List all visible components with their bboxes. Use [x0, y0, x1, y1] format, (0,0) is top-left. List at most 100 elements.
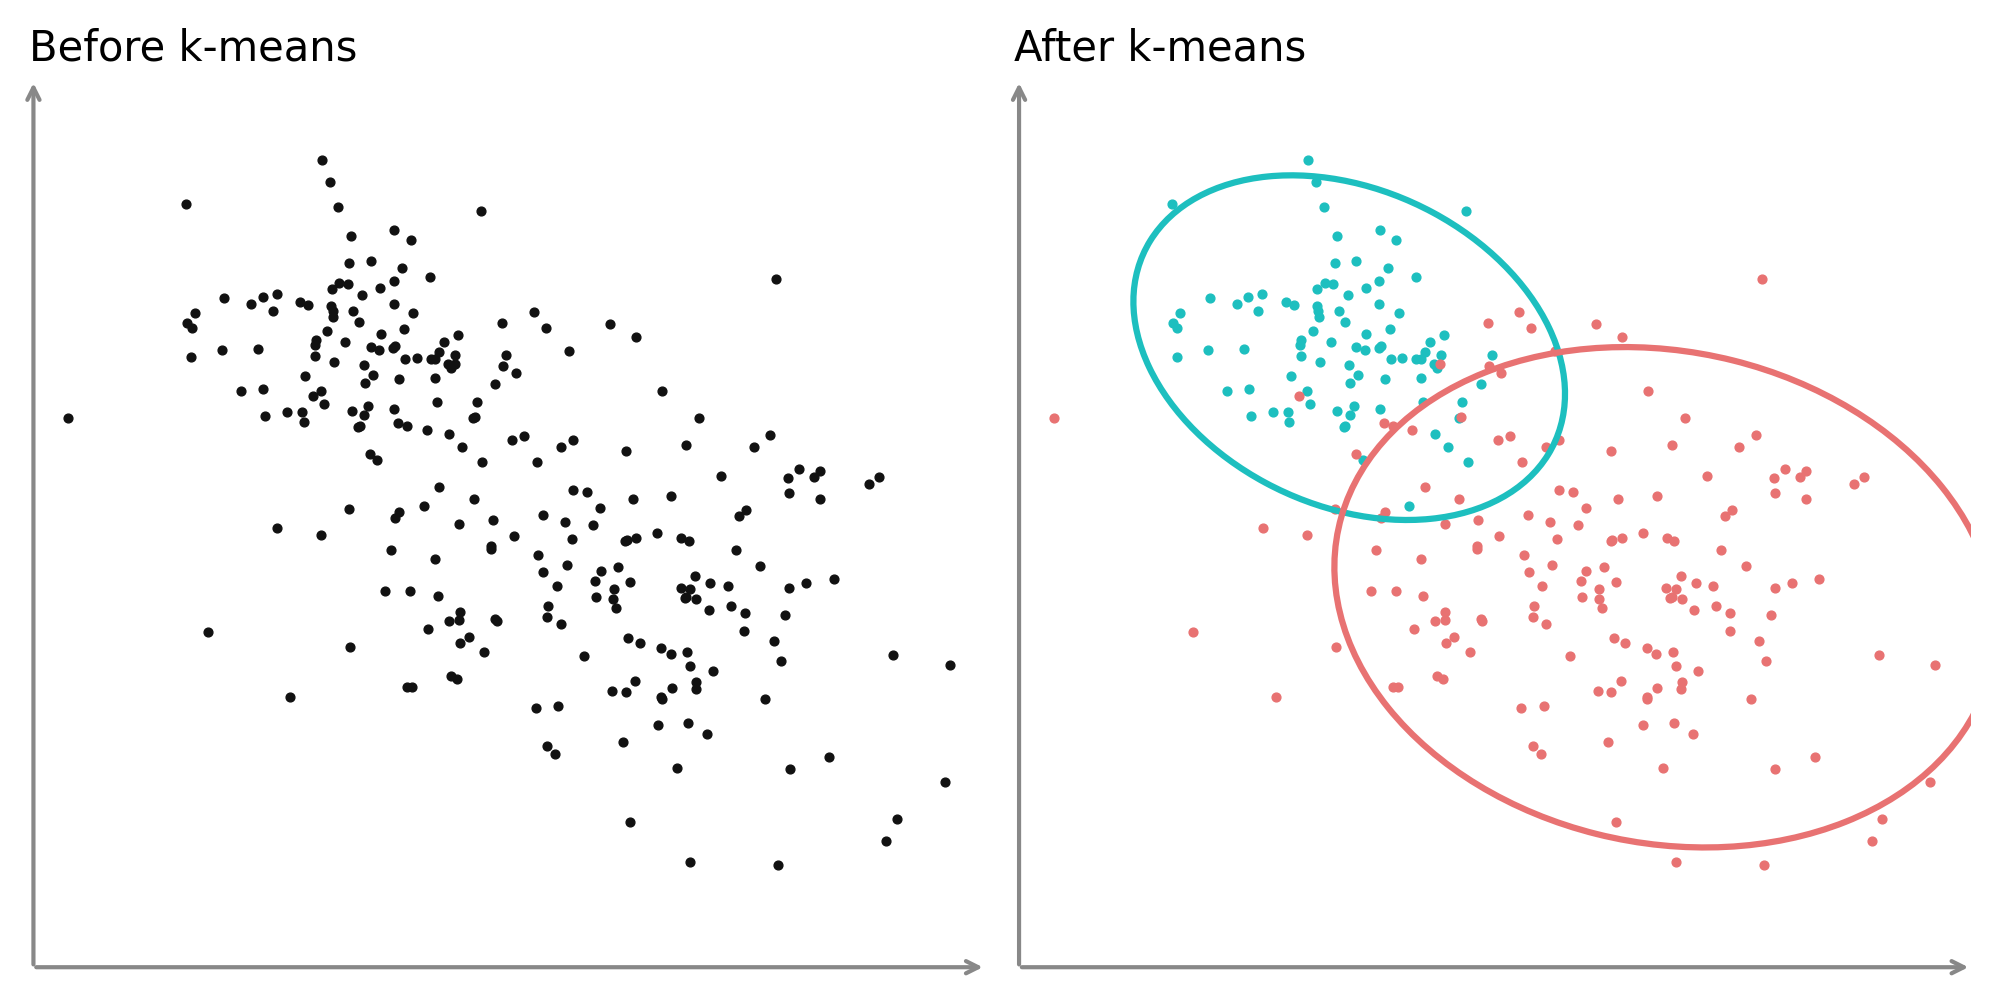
Point	[1676, 726, 1708, 742]
Point	[460, 409, 492, 425]
Point	[669, 589, 701, 605]
Point	[579, 589, 611, 605]
Point	[549, 514, 581, 530]
Point	[1506, 547, 1538, 563]
Point	[1383, 305, 1415, 321]
Point	[679, 674, 711, 690]
Point	[1337, 398, 1369, 414]
Point	[575, 517, 607, 533]
Point	[613, 814, 645, 830]
Point	[1696, 578, 1728, 594]
Point	[334, 639, 366, 655]
Point	[1650, 530, 1682, 546]
Point	[1271, 404, 1303, 420]
Point	[623, 635, 655, 651]
Point	[1654, 589, 1686, 605]
Point	[1483, 528, 1514, 544]
Point	[1526, 578, 1558, 594]
Point	[324, 275, 356, 291]
Point	[420, 551, 452, 567]
Point	[619, 530, 651, 546]
Point	[1678, 575, 1710, 591]
Point	[370, 583, 402, 599]
Point	[246, 289, 278, 305]
Point	[543, 616, 575, 632]
Point	[1405, 351, 1437, 367]
Point	[1542, 482, 1574, 498]
Point	[773, 485, 805, 501]
Point	[444, 604, 476, 620]
Point	[613, 574, 645, 590]
Point	[1475, 347, 1506, 363]
Point	[1582, 591, 1614, 607]
Point	[1285, 337, 1317, 353]
Point	[1429, 612, 1461, 628]
Point	[442, 671, 474, 687]
Point	[1608, 635, 1640, 651]
Point	[382, 415, 414, 431]
Point	[1556, 484, 1588, 500]
Point	[1233, 381, 1265, 397]
Point	[1211, 383, 1243, 399]
Point	[597, 581, 629, 597]
Text: After k-means: After k-means	[1013, 28, 1307, 70]
Point	[1365, 338, 1397, 354]
Point	[1568, 563, 1600, 579]
Point	[521, 547, 553, 563]
Point	[609, 533, 641, 549]
Point	[476, 538, 507, 554]
Point	[500, 365, 531, 381]
Point	[1473, 358, 1504, 374]
Point	[1866, 811, 1898, 827]
Point	[1363, 273, 1395, 289]
Point	[1646, 760, 1678, 776]
Point	[803, 491, 835, 507]
Point	[384, 371, 416, 387]
Point	[1385, 350, 1417, 366]
Point	[378, 401, 410, 417]
Point	[555, 531, 587, 547]
Point	[1161, 320, 1193, 336]
Point	[727, 623, 759, 639]
Point	[1445, 409, 1477, 425]
Point	[1838, 476, 1870, 492]
Point	[1439, 629, 1471, 645]
Point	[348, 357, 380, 373]
Point	[853, 476, 885, 492]
Point	[1377, 418, 1409, 434]
Point	[671, 644, 703, 660]
Point	[1191, 342, 1223, 358]
Point	[376, 542, 408, 558]
Point	[1756, 470, 1788, 486]
Point	[1309, 275, 1341, 291]
Point	[272, 404, 304, 420]
Point	[1393, 498, 1425, 514]
Point	[655, 488, 687, 504]
Point	[1361, 542, 1393, 558]
Point	[344, 314, 376, 330]
Point	[1658, 658, 1690, 674]
Point	[541, 698, 573, 714]
Point	[1690, 468, 1722, 484]
Point	[1461, 541, 1493, 557]
Point	[773, 580, 805, 596]
Point	[1540, 531, 1572, 547]
Point	[480, 376, 511, 392]
Point	[881, 811, 913, 827]
Point	[539, 746, 571, 762]
Point	[1421, 360, 1453, 376]
Point	[1221, 296, 1253, 312]
Point	[1626, 525, 1658, 541]
Point	[1754, 607, 1786, 623]
Point	[1269, 294, 1301, 310]
Point	[1485, 365, 1516, 381]
Point	[1648, 580, 1680, 596]
Point	[1708, 508, 1740, 524]
Point	[1656, 644, 1688, 660]
Point	[619, 673, 651, 689]
Point	[1363, 340, 1395, 356]
Point	[1299, 174, 1331, 190]
Point	[342, 419, 374, 435]
Point	[1714, 605, 1746, 621]
Point	[1578, 316, 1610, 332]
